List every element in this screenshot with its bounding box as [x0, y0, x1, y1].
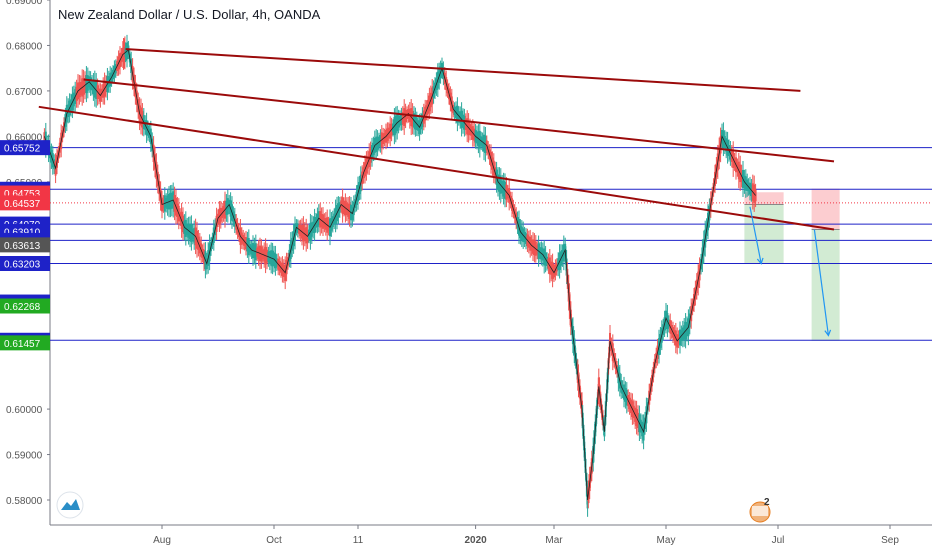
price-label-text: 0.63613 [4, 241, 41, 252]
arrow-head [756, 257, 764, 265]
price-label: 0.62268 [0, 298, 50, 314]
price-path [44, 49, 756, 501]
event-count: 2 [764, 497, 770, 508]
price-label-bg [0, 298, 50, 314]
chart-title: New Zealand Dollar / U.S. Dollar, 4h, OA… [58, 7, 321, 22]
price-label-text: 0.64537 [4, 199, 41, 210]
event-flag [752, 506, 768, 516]
price-label-text: 0.65752 [4, 144, 41, 155]
target-zone [744, 204, 784, 264]
projection-arrow [749, 206, 762, 264]
trendline [125, 48, 801, 92]
y-tick-label: 0.69000 [6, 0, 43, 7]
price-label-bg [0, 335, 50, 351]
arrow-head [824, 329, 832, 337]
price-label: 0.64537 [0, 195, 50, 211]
y-tick-label: 0.58000 [6, 496, 43, 507]
price-label: 0.63613 [0, 237, 50, 253]
price-label-text: 0.64753 [4, 189, 41, 200]
trendline [38, 105, 835, 231]
logo-mountain-icon [61, 499, 80, 510]
y-tick-label: 0.66000 [6, 132, 43, 143]
price-label-bg [0, 140, 50, 156]
y-tick-label: 0.59000 [6, 451, 43, 462]
x-tick-label: 2020 [464, 535, 487, 546]
projection-arrow [813, 229, 829, 336]
event-badge-icon: 2 [749, 497, 771, 523]
x-tick-label: Aug [153, 535, 171, 546]
x-tick-label: Jul [772, 535, 785, 546]
x-tick-label: 11 [353, 535, 364, 546]
price-label-bg [0, 237, 50, 253]
target-zone [811, 229, 840, 341]
y-tick-label: 0.68000 [6, 41, 43, 52]
price-label-bg [0, 195, 50, 211]
candles [43, 34, 757, 517]
y-tick-label: 0.67000 [6, 87, 43, 98]
x-tick-label: May [657, 535, 676, 546]
price-label: 0.61457 [0, 335, 50, 351]
candle-body [43, 132, 46, 141]
price-label: 0.63203 [0, 256, 50, 271]
y-tick-label: 0.60000 [6, 405, 43, 416]
price-label: 0.65752 [0, 140, 50, 156]
x-tick-label: Sep [881, 535, 899, 546]
price-label-text: 0.61457 [4, 339, 41, 350]
price-label-text: 0.62268 [4, 302, 41, 313]
tradingview-logo [56, 491, 84, 519]
price-label-text: 0.63910 [4, 227, 41, 238]
price-label-text: 0.63203 [4, 260, 41, 271]
trendline [83, 78, 835, 163]
x-tick-label: Mar [545, 535, 563, 546]
stop-zone [811, 188, 840, 230]
x-tick-label: Oct [266, 535, 282, 546]
price-label-bg [0, 256, 50, 271]
